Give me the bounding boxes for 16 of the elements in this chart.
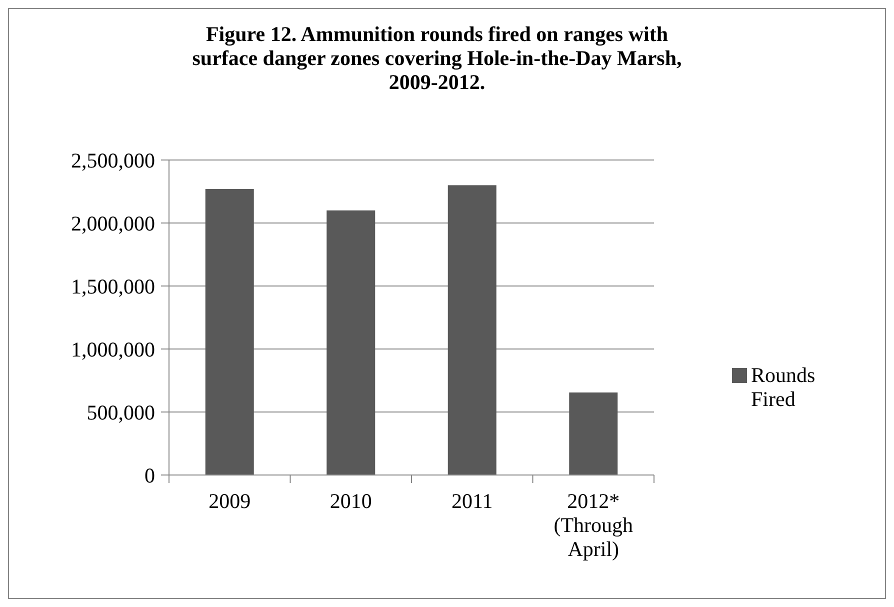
legend-label: Rounds Fired [751, 363, 816, 411]
bar [326, 210, 376, 475]
y-tick-label: 1,500,000 [71, 274, 155, 298]
x-tick-label: 2011 [452, 489, 493, 513]
bar [448, 185, 496, 475]
bar [205, 188, 254, 475]
x-tick-label: 2012* (Through April) [554, 489, 634, 561]
x-tick-label: 2010 [330, 489, 372, 513]
x-tick-label: 2009 [208, 489, 251, 513]
chart-title: Figure 12. Ammunition rounds fired on ranges with surface danger zones covering Hole-in-the-Day Marsh, 2009-2012. [192, 22, 682, 94]
y-tick-label: 0 [144, 463, 155, 488]
y-tick-label: 1,000,000 [71, 337, 155, 362]
y-tick-label: 2,000,000 [71, 211, 155, 236]
y-tick-label: 500,000 [86, 400, 155, 424]
bar [569, 392, 618, 475]
y-tick-label: 2,500,000 [71, 148, 155, 172]
